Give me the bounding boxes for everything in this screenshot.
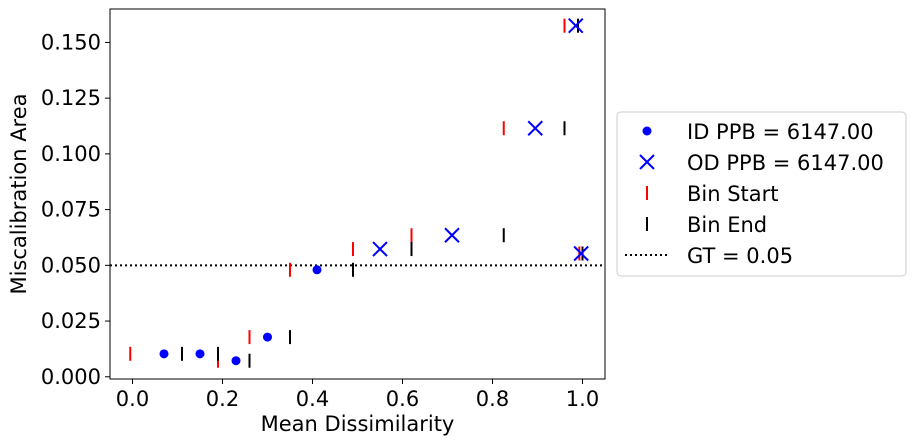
legend-od-marker (639, 154, 655, 170)
x-tick-label: 0.8 (476, 387, 509, 411)
y-tick-label: 0.025 (41, 309, 101, 333)
plot-area (110, 18, 605, 368)
id-point (159, 349, 169, 359)
y-tick-label: 0.150 (41, 30, 101, 54)
od-point (527, 120, 543, 136)
od-point (573, 245, 589, 262)
legend: ID PPB = 6147.00 OD PPB = 6147.00 Bin Star… (616, 111, 907, 277)
legend-od-label: OD PPB = 6147.00 (687, 151, 884, 175)
legend-box (616, 111, 907, 277)
legend-bin-end-label: Bin End (687, 213, 767, 237)
legend-gt-label: GT = 0.05 (687, 244, 793, 268)
y-tick-label: 0.000 (41, 365, 101, 389)
od-point (444, 227, 460, 243)
y-axis: 0.000 0.025 0.050 0.075 0.100 0.125 0.150 (41, 30, 110, 389)
legend-bin-start-label: Bin Start (687, 182, 779, 206)
y-tick-label: 0.100 (41, 142, 101, 166)
x-axis-label: Mean Dissimilarity (261, 412, 455, 436)
x-tick-label: 1.0 (566, 387, 599, 411)
id-point (231, 356, 241, 366)
id-point (312, 265, 322, 275)
y-tick-label: 0.050 (41, 253, 101, 277)
id-point (263, 332, 272, 342)
od-point (568, 18, 584, 34)
y-tick-label: 0.075 (41, 198, 101, 222)
axes-frame (109, 8, 606, 380)
od-point (372, 241, 388, 257)
legend-id-marker (642, 126, 652, 136)
x-tick-label: 0.2 (206, 387, 239, 411)
y-axis-label: Miscalibration Area (7, 93, 31, 294)
x-tick-label: 0.4 (296, 387, 329, 411)
y-tick-label: 0.125 (41, 86, 101, 110)
x-tick-label: 0.6 (386, 387, 419, 411)
x-axis: 0.0 0.2 0.4 0.6 0.8 1.0 (116, 379, 599, 411)
id-point (195, 349, 205, 359)
legend-id-label: ID PPB = 6147.00 (687, 120, 874, 144)
x-tick-label: 0.0 (116, 387, 149, 411)
